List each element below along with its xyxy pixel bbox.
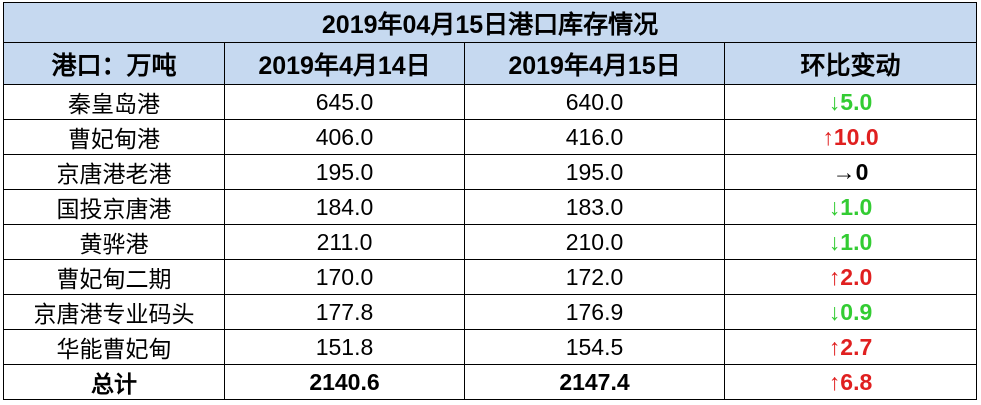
- header-cell: 2019年4月15日: [464, 42, 725, 85]
- change-cell: ↑2.7: [723, 329, 978, 365]
- table-cell: 184.0: [224, 189, 465, 225]
- table-row: 华能曹妃甸 151.8 154.5 ↑2.7: [3, 329, 978, 365]
- table-cell: 210.0: [464, 224, 725, 260]
- table-cell: 国投京唐港: [3, 189, 225, 225]
- table-cell: 177.8: [224, 294, 465, 330]
- table-cell: 640.0: [464, 84, 725, 120]
- table-cell: 170.0: [224, 259, 465, 295]
- header-cell: 环比变动: [723, 42, 978, 85]
- table-cell: 曹妃甸二期: [3, 259, 225, 295]
- table-cell: 416.0: [464, 119, 725, 155]
- table-cell: 176.9: [464, 294, 725, 330]
- header-row: 港口：万吨 2019年4月14日 2019年4月15日 环比变动: [3, 42, 978, 85]
- change-cell: ↑2.0: [723, 259, 978, 295]
- table-body: 2019年04月15日港口库存情况 港口：万吨 2019年4月14日 2019年4月…: [2, 2, 978, 400]
- table-row: 国投京唐港 184.0 183.0 ↓1.0: [3, 189, 978, 225]
- change-cell: ↑10.0: [723, 119, 978, 155]
- change-cell: ↓0.9: [723, 294, 978, 330]
- change-cell: ↑6.8: [723, 364, 978, 400]
- table-row: 总计 2140.6 2147.4 ↑6.8: [3, 364, 978, 400]
- table-row: 京唐港专业码头 177.8 176.9 ↓0.9: [3, 294, 978, 330]
- table-cell: 2147.4: [464, 364, 725, 400]
- table-cell: 195.0: [224, 154, 465, 190]
- table-cell: 211.0: [224, 224, 465, 260]
- change-cell: ↓1.0: [723, 224, 978, 260]
- table-row: 曹妃甸二期 170.0 172.0 ↑2.0: [3, 259, 978, 295]
- table-cell: 秦皇岛港: [3, 84, 225, 120]
- table-cell: 京唐港专业码头: [3, 294, 225, 330]
- inventory-table: 2019年04月15日港口库存情况 港口：万吨 2019年4月14日 2019年4月…: [2, 2, 978, 400]
- table-title: 2019年04月15日港口库存情况: [2, 2, 978, 43]
- table-row: 曹妃甸港 406.0 416.0 ↑10.0: [3, 119, 978, 155]
- table-cell: 2140.6: [224, 364, 465, 400]
- table-cell: 华能曹妃甸: [3, 329, 225, 365]
- change-cell: ↓1.0: [723, 189, 978, 225]
- table-cell: 曹妃甸港: [3, 119, 225, 155]
- table-row: 黄骅港 211.0 210.0 ↓1.0: [3, 224, 978, 260]
- table-cell: 154.5: [464, 329, 725, 365]
- table-cell: 172.0: [464, 259, 725, 295]
- table-cell: 总计: [3, 364, 225, 400]
- table-cell: 406.0: [224, 119, 465, 155]
- table-row: 京唐港老港 195.0 195.0 →0: [3, 154, 978, 190]
- table-cell: 195.0: [464, 154, 725, 190]
- table-cell: 黄骅港: [3, 224, 225, 260]
- table-cell: 京唐港老港: [3, 154, 225, 190]
- header-cell: 2019年4月14日: [224, 42, 465, 85]
- table-cell: 183.0: [464, 189, 725, 225]
- change-cell: →0: [723, 154, 978, 190]
- title-row: 2019年04月15日港口库存情况: [2, 2, 978, 43]
- table-cell: 645.0: [224, 84, 465, 120]
- table-cell: 151.8: [224, 329, 465, 365]
- table-row: 秦皇岛港 645.0 640.0 ↓5.0: [3, 84, 978, 120]
- header-cell: 港口：万吨: [3, 42, 225, 85]
- change-cell: ↓5.0: [723, 84, 978, 120]
